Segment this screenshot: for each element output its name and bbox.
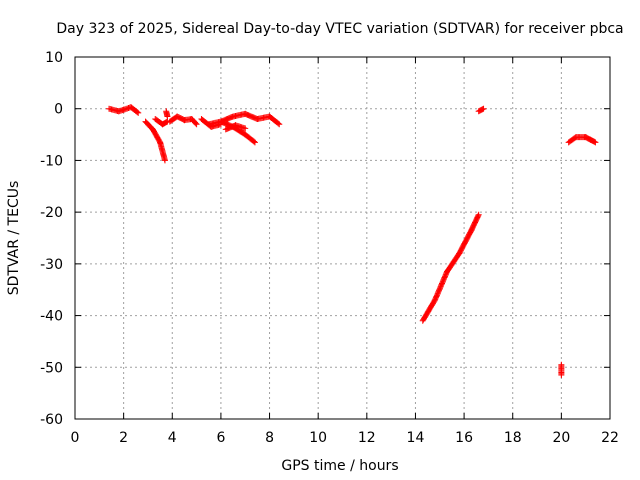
data-point — [480, 105, 487, 112]
x-tick-label: 0 — [71, 430, 80, 446]
data-point — [242, 125, 249, 132]
data-point — [475, 212, 482, 219]
x-tick-label: 2 — [119, 430, 128, 446]
data-point — [163, 119, 170, 126]
data-points — [106, 104, 599, 379]
y-tick-label: 10 — [45, 50, 63, 66]
series-arc-m — [565, 134, 599, 146]
plot-frame — [74, 56, 611, 420]
data-point — [591, 138, 598, 145]
series-arc-g — [205, 118, 258, 146]
x-tick-label: 22 — [601, 430, 619, 446]
data-point — [135, 109, 142, 116]
data-point — [592, 139, 599, 146]
x-tick-label: 20 — [552, 430, 570, 446]
x-tick-label: 16 — [455, 430, 473, 446]
grid — [75, 57, 610, 419]
chart-title: Day 323 of 2025, Sidereal Day-to-day VTE… — [56, 21, 623, 37]
y-tick-label: -50 — [40, 360, 63, 376]
series-arc-j — [419, 211, 482, 324]
x-tick-label: 12 — [358, 430, 376, 446]
y-tick-label: -20 — [40, 205, 63, 221]
data-point — [192, 120, 199, 127]
series-arc-h — [217, 110, 283, 128]
data-point — [276, 121, 283, 128]
x-tick-label: 6 — [216, 430, 225, 446]
x-tick-label: 18 — [504, 430, 522, 446]
series-arc-b — [142, 118, 168, 164]
data-point — [479, 106, 486, 113]
y-axis-label: SDTVAR / TECUs — [6, 181, 22, 296]
series-arc-i — [222, 122, 249, 133]
axis-ticks: 0 2 4 6 8 10 12 14 16 18 20 22 10 0 -10 -20 -30 -40 -50 -60 — [40, 50, 619, 446]
data-point — [250, 138, 257, 145]
data-point — [193, 121, 200, 128]
data-point — [134, 109, 141, 116]
x-tick-label: 10 — [309, 430, 327, 446]
y-tick-label: -60 — [40, 412, 63, 428]
series-arc-k — [475, 105, 487, 115]
x-tick-label: 8 — [265, 430, 274, 446]
series-arc-a — [106, 104, 142, 116]
y-tick-label: -10 — [40, 153, 63, 169]
x-axis-label: GPS time / hours — [281, 458, 398, 474]
x-tick-label: 14 — [407, 430, 425, 446]
data-point — [558, 372, 565, 379]
series-arc-l — [558, 361, 565, 379]
series-arc-e — [166, 113, 200, 128]
data-point — [475, 211, 482, 218]
data-point — [251, 139, 258, 146]
data-point — [161, 157, 168, 164]
y-tick-label: -40 — [40, 309, 63, 325]
y-tick-label: -30 — [40, 257, 63, 273]
data-point — [275, 120, 282, 127]
data-point — [164, 113, 171, 120]
series-arc-d — [163, 108, 171, 120]
x-tick-label: 4 — [168, 430, 177, 446]
y-tick-label: 0 — [54, 102, 63, 118]
